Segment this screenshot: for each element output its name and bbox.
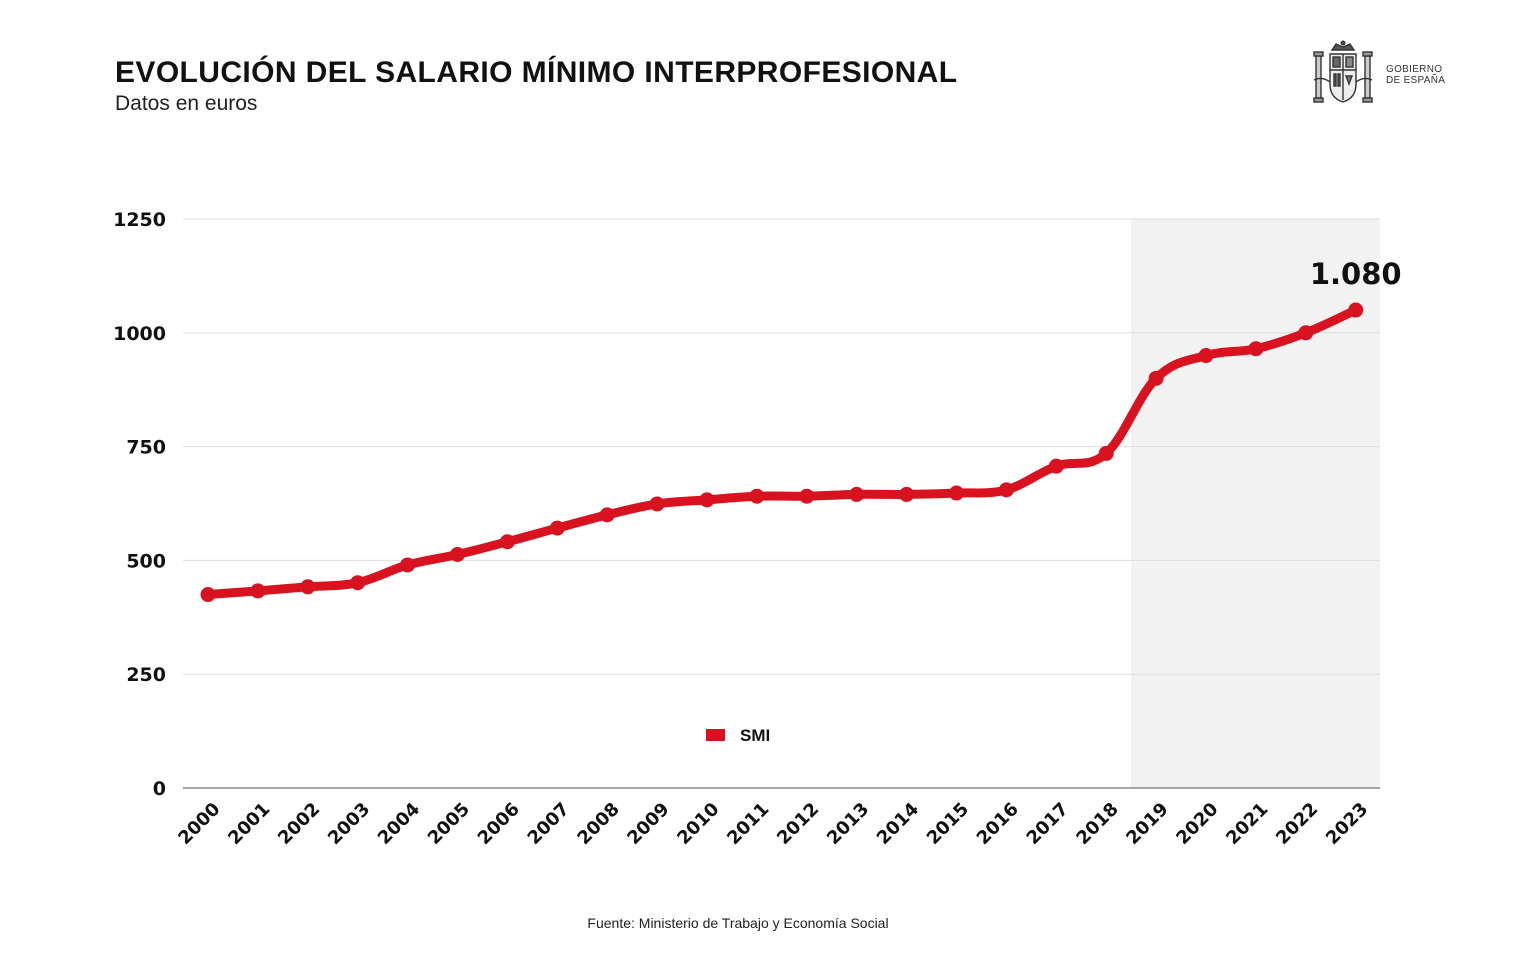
data-point-2017 bbox=[1048, 458, 1064, 474]
data-point-2010 bbox=[699, 492, 715, 508]
x-tick-label: 2021 bbox=[1222, 799, 1272, 849]
data-point-2021 bbox=[1248, 341, 1264, 357]
y-axis-labels: 0 250 500 750 1000 1250 bbox=[113, 209, 166, 800]
chart-subtitle: Datos en euros bbox=[115, 92, 258, 115]
y-tick-label: 250 bbox=[126, 664, 166, 686]
x-tick-label: 2008 bbox=[573, 799, 623, 849]
data-point-2001 bbox=[250, 583, 266, 599]
y-tick-label: 500 bbox=[126, 550, 166, 572]
x-tick-label: 2009 bbox=[623, 799, 673, 849]
data-point-2013 bbox=[849, 486, 865, 502]
x-axis-labels: 2000 2001 2002 2003 2004 2005 2006 2007 2008 2009… bbox=[174, 799, 1372, 849]
data-point-2009 bbox=[649, 496, 665, 512]
data-point-2011 bbox=[749, 488, 765, 504]
x-tick-label: 2015 bbox=[923, 799, 973, 849]
source-note: Fuente: Ministerio de Trabajo y Economía… bbox=[587, 915, 889, 931]
x-tick-label: 2018 bbox=[1072, 799, 1122, 849]
x-tick-label: 2004 bbox=[374, 799, 424, 849]
data-point-2020 bbox=[1198, 348, 1214, 364]
data-point-2004 bbox=[400, 557, 416, 573]
logo-line-1: GOBIERNO bbox=[1386, 64, 1443, 75]
x-tick-label: 2010 bbox=[673, 799, 723, 849]
x-tick-label: 2012 bbox=[773, 799, 823, 849]
highlight-band bbox=[1131, 219, 1380, 788]
annotations: 1.080 bbox=[1310, 257, 1402, 291]
x-tick-label: 2017 bbox=[1023, 799, 1073, 849]
logo-text: GOBIERNO DE ESPAÑA bbox=[1386, 64, 1445, 86]
chart-title: EVOLUCIÓN DEL SALARIO MÍNIMO INTERPROFES… bbox=[115, 56, 958, 89]
x-tick-label: 2019 bbox=[1122, 799, 1172, 849]
data-point-2012 bbox=[799, 488, 815, 504]
x-tick-label: 2007 bbox=[524, 799, 574, 849]
x-tick-label: 2006 bbox=[474, 799, 524, 849]
data-points bbox=[200, 302, 1364, 603]
x-tick-label: 2014 bbox=[873, 799, 923, 849]
x-tick-label: 2020 bbox=[1172, 799, 1222, 849]
legend-label-smi: SMI bbox=[740, 726, 770, 745]
x-tick-label: 2001 bbox=[224, 799, 274, 849]
y-tick-label: 1000 bbox=[113, 323, 166, 345]
x-tick-label: 2023 bbox=[1322, 799, 1372, 849]
data-point-2006 bbox=[499, 534, 515, 550]
x-tick-label: 2000 bbox=[174, 799, 224, 849]
y-tick-label: 0 bbox=[153, 778, 166, 800]
y-tick-label: 750 bbox=[126, 437, 166, 459]
data-point-2005 bbox=[450, 546, 465, 562]
data-point-2002 bbox=[300, 579, 316, 595]
data-point-2003 bbox=[350, 575, 366, 591]
data-point-2022 bbox=[1298, 325, 1314, 341]
x-tick-label: 2011 bbox=[723, 799, 773, 849]
x-tick-label: 2003 bbox=[324, 799, 374, 849]
legend-swatch-smi bbox=[706, 729, 725, 741]
y-tick-label: 1250 bbox=[113, 209, 166, 231]
x-tick-label: 2022 bbox=[1272, 799, 1322, 849]
data-point-2007 bbox=[549, 520, 565, 536]
x-tick-label: 2002 bbox=[274, 799, 324, 849]
legend: SMI bbox=[706, 726, 770, 745]
logo-line-2: DE ESPAÑA bbox=[1386, 75, 1446, 86]
data-point-2008 bbox=[599, 507, 615, 523]
coat-of-arms-icon bbox=[1313, 40, 1373, 103]
data-point-2015 bbox=[949, 485, 964, 501]
data-point-2016 bbox=[998, 482, 1014, 498]
annotation-label: 1.080 bbox=[1310, 257, 1402, 291]
x-tick-label: 2016 bbox=[973, 799, 1023, 849]
gobierno-logo: GOBIERNO DE ESPAÑA bbox=[1310, 40, 1455, 110]
data-point-2023 bbox=[1348, 302, 1364, 318]
x-tick-label: 2005 bbox=[424, 799, 474, 849]
data-point-2000 bbox=[200, 587, 216, 603]
data-point-2014 bbox=[899, 486, 915, 502]
x-tick-label: 2013 bbox=[823, 799, 873, 849]
grid bbox=[183, 218, 1380, 789]
data-point-2019 bbox=[1148, 370, 1164, 386]
data-point-2018 bbox=[1098, 445, 1114, 461]
